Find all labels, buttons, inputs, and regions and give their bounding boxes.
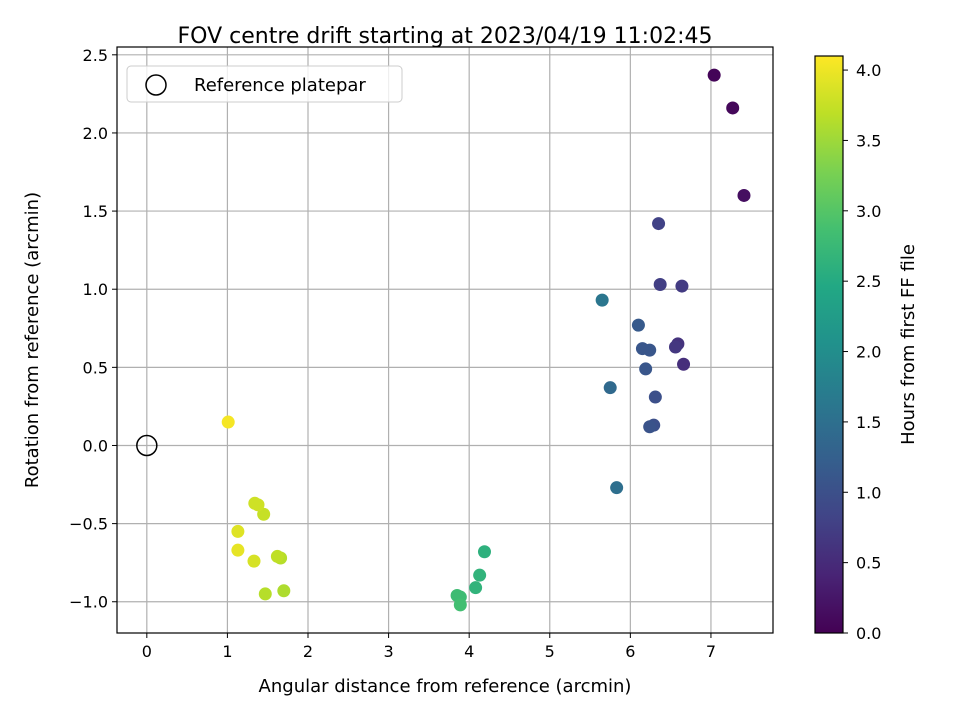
legend-box: [126, 65, 403, 103]
data-point: [639, 362, 653, 376]
colorbar-tick-label: 3.5: [856, 131, 881, 150]
grid: [117, 47, 773, 633]
plot-area: 0 1 2 3 4 5 6 7 2.5 2.0 1.5 1.0 0.5 0.0 −0.5 −1.0: [69, 46, 774, 661]
colorbar-tick-label: 3.0: [856, 202, 881, 221]
data-point: [643, 420, 657, 434]
y-axis-ticks: 2.5 2.0 1.5 1.0 0.5 0.0 −0.5 −1.0: [69, 46, 117, 612]
y-tick-label: −0.5: [69, 515, 108, 534]
data-point: [652, 217, 666, 231]
x-tick-label: 3: [383, 642, 393, 661]
data-point: [737, 188, 751, 202]
data-point: [603, 381, 617, 395]
data-point: [610, 481, 624, 495]
data-point: [726, 101, 740, 115]
x-tick-label: 4: [464, 642, 474, 661]
x-tick-label: 0: [142, 642, 152, 661]
x-tick-label: 1: [222, 642, 232, 661]
chart-title: FOV centre drift starting at 2023/04/19 …: [178, 24, 713, 49]
y-axis-label: Rotation from reference (arcmin): [22, 192, 43, 488]
x-tick-label: 7: [706, 642, 716, 661]
colorbar: 4.0 3.5 3.0 2.5 2.0 1.5 1.0 0.5 0.0: [814, 55, 881, 643]
data-point: [648, 390, 662, 404]
y-tick-label: 1.5: [83, 202, 108, 221]
data-point: [707, 68, 721, 82]
y-tick-label: 0.5: [83, 358, 108, 377]
data-point: [477, 545, 491, 559]
data-point: [277, 584, 291, 598]
data-point: [677, 357, 691, 371]
colorbar-tick-label: 0.0: [856, 624, 881, 643]
y-tick-label: −1.0: [69, 593, 108, 612]
scatter-points: [221, 68, 751, 612]
data-point: [258, 587, 272, 601]
data-point: [675, 279, 689, 293]
data-point: [453, 598, 467, 612]
data-point: [221, 415, 235, 429]
colorbar-tick-label: 0.5: [856, 554, 881, 573]
legend: Reference platepar: [126, 65, 403, 103]
x-tick-label: 2: [303, 642, 313, 661]
y-tick-label: 2.5: [83, 46, 108, 65]
legend-reference-marker-icon: [145, 74, 167, 96]
y-tick-label: 1.0: [83, 280, 108, 299]
x-axis-ticks: 0 1 2 3 4 5 6 7: [142, 633, 716, 661]
data-point: [231, 524, 245, 538]
colorbar-tick-label: 1.0: [856, 483, 881, 502]
x-tick-label: 6: [625, 642, 635, 661]
data-point: [469, 581, 483, 595]
data-point: [473, 568, 487, 582]
colorbar-ticks: 4.0 3.5 3.0 2.5 2.0 1.5 1.0 0.5 0.0: [843, 61, 881, 643]
data-point: [231, 543, 245, 557]
x-axis-label: Angular distance from reference (arcmin): [259, 676, 632, 697]
colorbar-tick-label: 2.0: [856, 343, 881, 362]
plot-frame: [116, 46, 774, 634]
data-point: [270, 549, 284, 563]
data-point: [248, 496, 262, 510]
legend-label: Reference platepar: [194, 75, 366, 96]
reference-marker-group: [136, 434, 158, 457]
x-tick-label: 5: [545, 642, 555, 661]
data-point: [668, 340, 682, 354]
colorbar-tick-label: 4.0: [856, 61, 881, 80]
colorbar-label: Hours from first FF file: [898, 244, 919, 445]
data-point: [631, 318, 645, 332]
data-point: [653, 278, 667, 292]
data-point: [257, 507, 271, 521]
data-point: [595, 293, 609, 307]
data-point: [635, 342, 649, 356]
data-point: [247, 554, 261, 568]
colorbar-gradient: [814, 55, 844, 634]
y-tick-label: 2.0: [83, 124, 108, 143]
y-tick-label: 0.0: [83, 436, 108, 455]
reference-marker-icon: [136, 434, 158, 457]
colorbar-tick-label: 1.5: [856, 413, 881, 432]
colorbar-tick-label: 2.5: [856, 272, 881, 291]
